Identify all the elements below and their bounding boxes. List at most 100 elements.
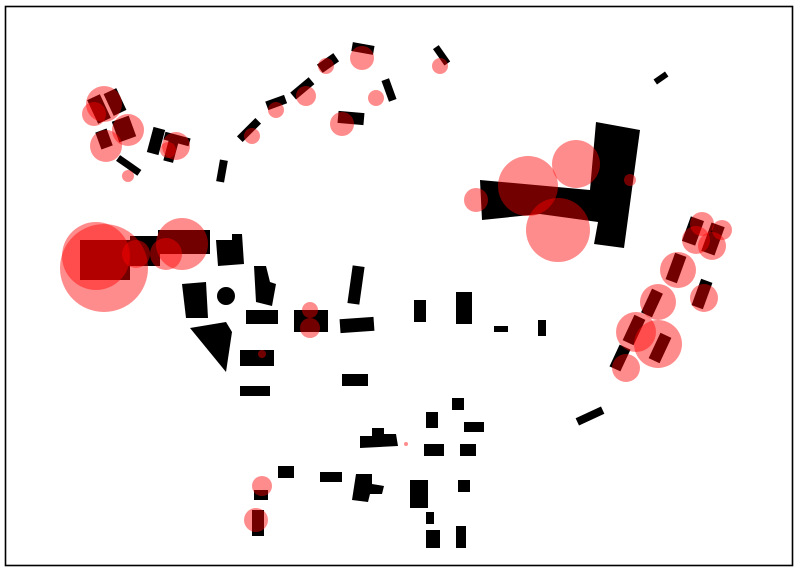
building xyxy=(622,314,646,346)
building xyxy=(538,320,546,336)
building xyxy=(254,490,268,500)
building xyxy=(456,292,472,324)
building xyxy=(182,282,208,318)
building xyxy=(681,216,705,246)
marker-circle xyxy=(526,198,590,262)
marker-circle xyxy=(498,156,558,216)
marker-circle xyxy=(90,130,122,162)
marker-circle xyxy=(660,252,696,288)
building xyxy=(494,326,508,332)
marker-circle xyxy=(330,112,354,136)
building xyxy=(217,287,235,305)
marker-circle xyxy=(318,58,334,74)
building xyxy=(265,94,288,111)
building xyxy=(87,94,111,124)
marker-circle xyxy=(302,302,318,318)
building xyxy=(410,480,428,508)
marker-circle xyxy=(258,350,266,358)
marker-circle xyxy=(122,240,150,268)
marker-circle xyxy=(82,102,106,126)
marker-circle xyxy=(634,320,682,368)
building xyxy=(116,155,142,176)
building xyxy=(360,428,398,448)
building xyxy=(254,266,276,306)
building xyxy=(130,236,160,266)
building xyxy=(648,332,672,364)
marker-circle xyxy=(62,222,130,290)
building xyxy=(480,122,640,248)
marker-circle xyxy=(150,238,182,270)
building xyxy=(426,530,440,548)
marker-circle xyxy=(244,508,268,532)
building xyxy=(190,322,232,372)
marker-circle xyxy=(296,86,316,106)
circle-layer xyxy=(60,46,732,532)
building xyxy=(240,386,270,396)
building xyxy=(80,240,130,280)
building xyxy=(575,406,605,426)
marker-circle xyxy=(640,284,676,320)
marker-circle xyxy=(690,212,714,236)
marker-circle xyxy=(268,102,284,118)
building xyxy=(163,139,179,163)
marker-circle xyxy=(690,284,718,312)
marker-circle xyxy=(552,140,600,188)
marker-circle xyxy=(300,318,320,338)
building xyxy=(146,126,166,156)
building xyxy=(320,472,342,482)
marker-circle xyxy=(252,476,272,496)
building xyxy=(278,466,294,478)
building xyxy=(665,252,687,284)
building xyxy=(452,398,464,410)
marker-circle xyxy=(160,142,176,158)
building xyxy=(158,230,210,254)
building xyxy=(701,222,725,256)
marker-circle xyxy=(122,170,134,182)
building xyxy=(342,374,368,386)
building xyxy=(432,45,451,66)
building xyxy=(609,344,631,372)
building xyxy=(691,278,713,310)
marker-circle xyxy=(156,218,208,270)
building xyxy=(216,234,244,266)
marker-circle xyxy=(624,174,636,186)
marker-circle xyxy=(404,442,408,446)
marker-circle xyxy=(612,354,640,382)
building xyxy=(163,131,191,147)
building xyxy=(316,53,340,73)
building xyxy=(424,444,444,456)
building xyxy=(252,510,264,536)
marker-circle xyxy=(616,312,656,352)
building xyxy=(347,265,365,305)
building xyxy=(464,422,484,432)
building xyxy=(95,128,113,150)
building xyxy=(216,159,228,183)
building xyxy=(339,316,375,334)
building xyxy=(653,71,669,85)
building xyxy=(351,42,375,55)
building xyxy=(426,512,434,524)
marker-circle xyxy=(112,114,144,146)
marker-circle xyxy=(368,90,384,106)
building xyxy=(111,115,137,143)
building xyxy=(103,88,127,116)
marker-circle xyxy=(60,224,148,312)
building xyxy=(294,310,328,332)
building xyxy=(460,444,476,456)
building xyxy=(246,310,278,324)
building xyxy=(641,288,663,318)
map-border xyxy=(4,5,794,567)
building xyxy=(414,300,426,322)
marker-circle xyxy=(244,128,260,144)
building xyxy=(352,474,384,502)
marker-circle xyxy=(682,226,710,254)
building xyxy=(290,77,315,100)
building xyxy=(337,110,365,126)
marker-circle xyxy=(712,220,732,240)
building xyxy=(426,412,438,428)
marker-circle xyxy=(350,46,374,70)
marker-circle xyxy=(86,86,122,122)
